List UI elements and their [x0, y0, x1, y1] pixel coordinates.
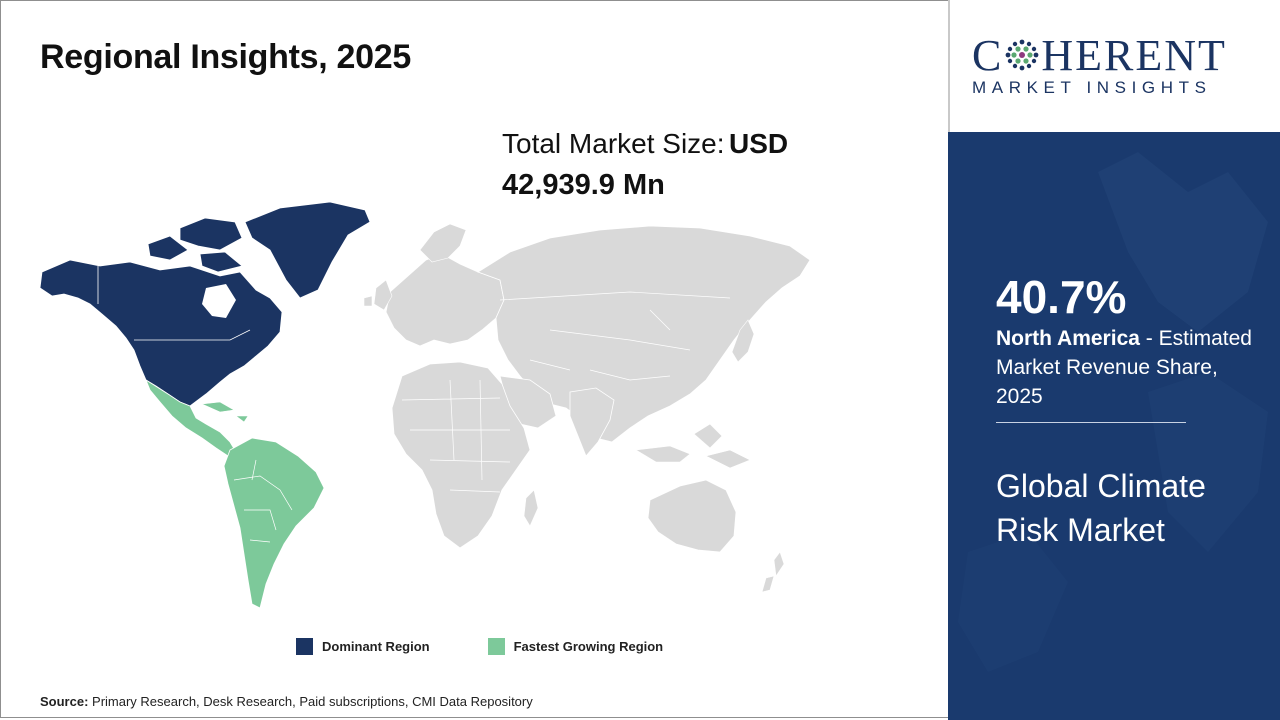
map-legend: Dominant Region Fastest Growing Region: [296, 638, 663, 655]
madagascar: [523, 489, 539, 527]
south-america-borders: [233, 459, 293, 543]
asia: [477, 225, 811, 443]
arctic-islands: [147, 217, 243, 273]
logo-letters-rest: HERENT: [1041, 31, 1227, 80]
page-title: Regional Insights, 2025: [40, 38, 411, 76]
logo-tagline: MARKET INSIGHTS: [972, 78, 1212, 97]
revenue-share-description: North America - Estimated Market Revenue…: [996, 324, 1266, 411]
greenland: [244, 201, 371, 299]
logo-wordmark: C HERENT: [972, 30, 1227, 81]
market-name: Global Climate Risk Market: [996, 468, 1206, 548]
legend-dominant-label: Dominant Region: [322, 639, 430, 654]
revenue-share-value: 40.7%: [996, 271, 1127, 323]
north-america: [39, 259, 283, 407]
revenue-share-caption: - Estimated Market Revenue Share, 2025: [996, 327, 1252, 408]
company-logo: C HERENT MARKET INSIGHTS: [948, 0, 1280, 132]
legend-fastest-label: Fastest Growing Region: [513, 639, 664, 654]
legend-fastest-swatch: [487, 638, 505, 655]
hudson-bay: [202, 284, 236, 318]
source-text: Primary Research, Desk Research, Paid su…: [92, 694, 533, 709]
legend-dominant-swatch: [296, 638, 313, 655]
caribbean: [200, 401, 249, 423]
japan: [731, 319, 755, 363]
source-label: Source:: [40, 694, 89, 709]
africa: [391, 361, 531, 549]
panel-texture: [958, 152, 1268, 672]
us-canada-border: [134, 329, 251, 341]
scandinavia: [419, 223, 467, 263]
market-size-label: Total Market Size:: [502, 128, 725, 159]
logo-globe-icon: [1005, 39, 1039, 71]
source-note: Source: Primary Research, Desk Research,…: [40, 694, 533, 709]
world-map: [39, 201, 811, 609]
dominant-region-name: North America: [996, 327, 1140, 350]
panel-divider: [996, 422, 1186, 423]
logo-letter-c: C: [972, 31, 1004, 80]
market-size-value: 42,939.9 Mn: [502, 169, 665, 201]
legend-fastest: Fastest Growing Region: [487, 638, 664, 655]
left-panel: Regional Insights, 2025 Total Market Siz…: [39, 38, 811, 709]
market-size-unit: USD: [728, 128, 789, 159]
right-panel: C HERENT MARKET INSIGHTS: [948, 0, 1280, 720]
africa-borders: [401, 379, 511, 493]
highlight-panel: 40.7% North America - Estimated Market R…: [948, 132, 1280, 720]
legend-dominant: Dominant Region: [296, 638, 430, 655]
new-zealand: [761, 551, 785, 593]
southeast-asia-islands: [635, 423, 751, 469]
asia-borders: [499, 291, 731, 381]
australia: [647, 479, 737, 553]
india: [569, 387, 615, 457]
total-market-size: Total Market Size: USD 42,939.9 Mn: [502, 126, 788, 203]
uk-ireland: [363, 279, 393, 311]
